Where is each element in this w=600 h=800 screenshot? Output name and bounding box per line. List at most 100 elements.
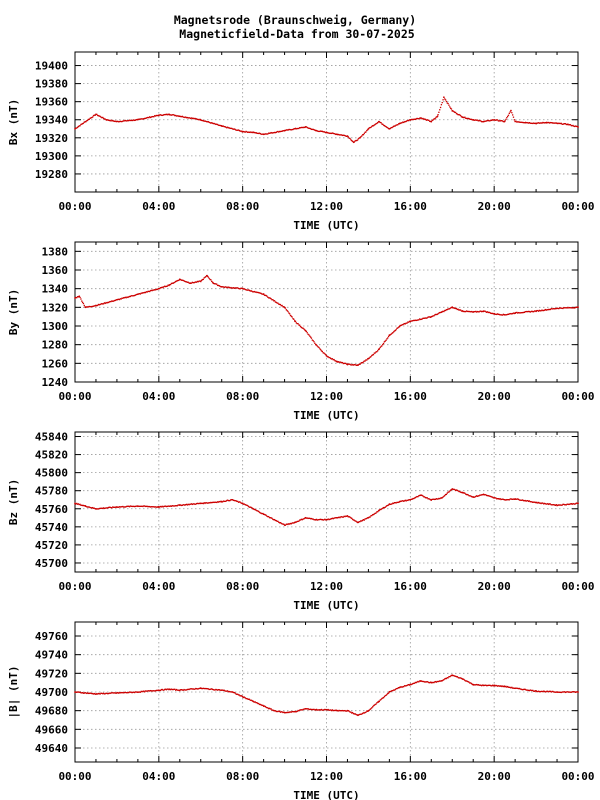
trace-dot <box>396 124 398 126</box>
trace-dot <box>251 131 253 133</box>
trace-dot <box>501 498 504 500</box>
trace-dot <box>513 119 515 121</box>
trace-dot <box>222 689 225 692</box>
trace-dot <box>434 498 437 500</box>
trace-dot <box>406 499 408 501</box>
trace-dot <box>553 308 556 310</box>
trace-dot <box>468 310 470 313</box>
trace-dot <box>89 506 91 509</box>
trace-dot <box>377 121 380 123</box>
trace-dot <box>247 698 250 700</box>
trace-dot <box>87 506 90 508</box>
y-tick-label: 1280 <box>42 339 69 352</box>
trace-dot <box>139 118 142 120</box>
trace-dot <box>300 326 303 329</box>
trace-dot <box>538 690 541 693</box>
trace-dot <box>337 710 339 712</box>
trace-dot <box>379 699 381 701</box>
trace-dot <box>293 128 295 130</box>
trace-dot <box>143 292 145 294</box>
trace-dot <box>115 299 117 301</box>
trace-dot <box>392 332 394 334</box>
trace-dot <box>164 505 167 507</box>
trace-dot <box>247 505 250 508</box>
trace-dot <box>465 117 467 119</box>
trace-dot <box>170 505 173 507</box>
trace-dot <box>502 120 505 123</box>
trace-dot <box>563 123 566 125</box>
trace-dot <box>567 306 569 309</box>
trace-dot <box>167 505 169 507</box>
trace-dot <box>157 114 159 117</box>
trace-dot <box>242 696 245 699</box>
trace-dot <box>572 307 574 309</box>
trace-dot <box>466 117 469 120</box>
trace-dot <box>329 132 331 135</box>
trace-dot <box>169 505 172 507</box>
trace-dot <box>480 120 483 123</box>
trace-dot <box>483 494 485 496</box>
panel-4: 4964049660496804970049720497404976000:00… <box>7 621 595 800</box>
trace-dot <box>412 320 414 322</box>
x-tick-label: 20:00 <box>478 770 511 783</box>
trace-dot <box>92 693 95 695</box>
trace-dot <box>346 135 348 137</box>
trace-dot <box>413 497 416 499</box>
trace-dot <box>267 516 269 518</box>
trace-dot <box>114 299 116 302</box>
trace-dot <box>193 118 195 120</box>
trace-dot <box>100 116 102 118</box>
trace-dot <box>236 129 238 131</box>
trace-dot <box>403 500 405 502</box>
trace-dot <box>209 688 211 691</box>
trace-dot <box>82 122 85 124</box>
trace-dot <box>218 285 220 287</box>
trace-dot <box>169 114 172 116</box>
trace-dot <box>466 310 469 313</box>
trace-dot <box>129 505 132 507</box>
trace-dot <box>480 494 483 496</box>
trace-dot <box>441 311 443 313</box>
trace-dot <box>346 710 348 712</box>
trace-dot <box>406 322 408 324</box>
trace-dot <box>186 116 189 119</box>
trace-dot <box>206 688 209 690</box>
trace-dot <box>235 693 237 695</box>
trace-dot <box>537 309 539 312</box>
trace-dot <box>552 504 554 506</box>
trace-dot <box>299 127 301 129</box>
trace-dot <box>305 330 308 333</box>
trace-dot <box>217 689 220 691</box>
trace-dot <box>568 124 570 126</box>
trace-dot <box>120 691 122 694</box>
trace-dot <box>76 126 79 128</box>
trace-dot <box>308 517 310 519</box>
trace-dot <box>525 122 527 124</box>
trace-dot <box>210 501 212 504</box>
trace-dot <box>400 122 402 124</box>
trace-dot <box>389 334 391 336</box>
trace-dot <box>527 310 530 313</box>
trace-dot <box>314 709 316 711</box>
trace-dot <box>571 691 573 693</box>
trace-dot <box>523 500 526 502</box>
trace-dot <box>143 117 146 120</box>
trace-dot <box>211 281 214 283</box>
trace-dot <box>470 682 472 684</box>
trace-dot <box>507 114 510 116</box>
trace-dot <box>135 691 137 693</box>
trace-dot <box>120 298 122 300</box>
trace-dot <box>528 310 531 313</box>
trace-dot <box>507 686 510 688</box>
trace-dot <box>516 687 518 689</box>
trace-dot <box>538 309 541 312</box>
trace-dot <box>326 709 329 711</box>
trace-dot <box>420 117 422 119</box>
trace-dot <box>523 122 526 124</box>
trace-dot <box>287 310 289 313</box>
trace-dot <box>98 693 101 695</box>
trace-dot <box>576 306 578 308</box>
trace-dot <box>526 121 528 124</box>
trace-dot <box>532 122 534 125</box>
trace-dot <box>398 326 401 328</box>
